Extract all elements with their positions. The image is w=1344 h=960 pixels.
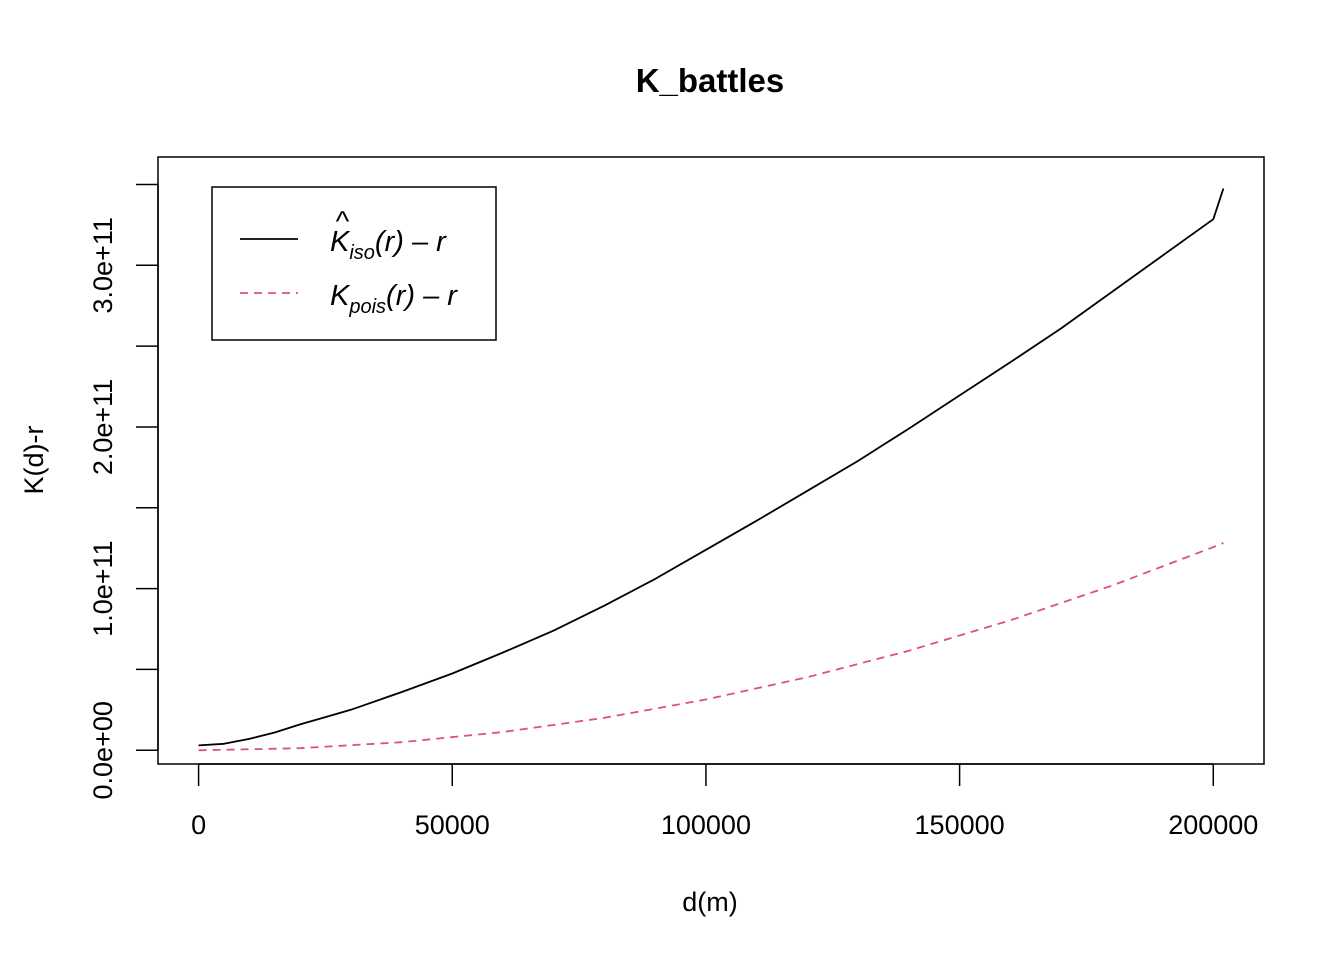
y-tick-label: 1.0e+11 <box>88 540 118 636</box>
x-tick-label: 0 <box>191 810 206 840</box>
x-tick-label: 50000 <box>415 810 490 840</box>
y-axis: 0.0e+00 1.0e+11 2.0e+11 3.0e+11 <box>88 183 159 799</box>
x-tick-label: 200000 <box>1168 810 1258 840</box>
x-tick-label: 150000 <box>915 810 1005 840</box>
series-line-2 <box>198 542 1224 752</box>
legend-label-2: Kpois(r) – r <box>330 280 458 318</box>
x-axis-label: d(m) <box>682 887 738 917</box>
legend-label-1: Kiso(r) – r <box>330 226 447 264</box>
y-tick-label: 3.0e+11 <box>88 217 118 313</box>
legend-hat: ^ <box>335 206 349 238</box>
series-line-1 <box>198 188 1225 747</box>
chart-title: K_battles <box>636 62 785 99</box>
legend: Kiso(r) – r^ Kpois(r) – r <box>211 186 497 341</box>
y-axis-label: K(d)-r <box>19 426 49 495</box>
y-tick-label: 0.0e+00 <box>88 701 118 799</box>
y-tick-label: 2.0e+11 <box>88 379 118 475</box>
series-layer <box>198 188 1225 752</box>
x-axis: 0 50000 100000 150000 200000 <box>191 763 1258 840</box>
x-tick-label: 100000 <box>661 810 751 840</box>
legend-box <box>211 186 497 341</box>
